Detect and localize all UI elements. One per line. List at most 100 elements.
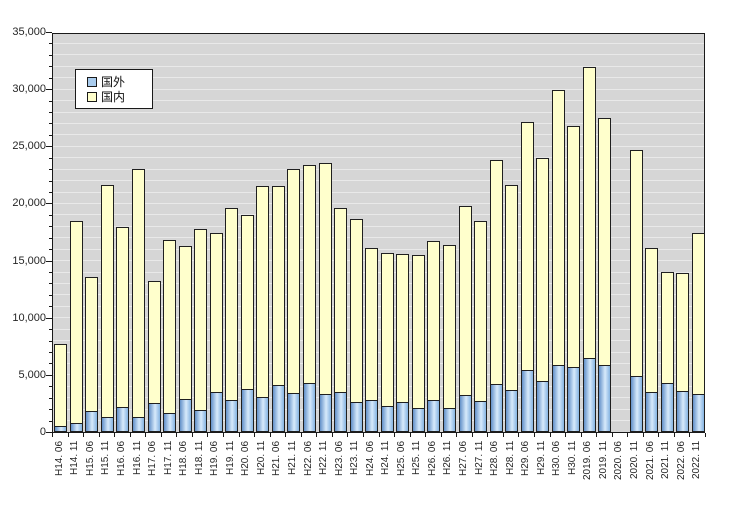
bar-2020-11[interactable] — [629, 149, 643, 432]
bar-segment-domestic[interactable] — [365, 248, 379, 400]
bar-segment-domestic[interactable] — [240, 214, 254, 389]
bar-segment-domestic[interactable] — [54, 344, 68, 427]
bar-segment-domestic[interactable] — [598, 117, 612, 365]
bar-segment-overseas[interactable] — [505, 389, 519, 432]
bar-2022-06[interactable] — [676, 273, 690, 432]
bar-segment-overseas[interactable] — [132, 417, 145, 432]
bar-segment-domestic[interactable] — [676, 273, 690, 391]
bar-segment-overseas[interactable] — [427, 400, 441, 432]
bar-segment-overseas[interactable] — [660, 382, 674, 432]
bar-segment-domestic[interactable] — [271, 186, 285, 386]
bar-H25-06[interactable] — [396, 253, 410, 432]
bar-segment-domestic[interactable] — [132, 169, 145, 418]
bar-H17-11[interactable] — [163, 240, 177, 432]
bar-segment-domestic[interactable] — [474, 220, 488, 402]
bar-H17-06[interactable] — [147, 281, 161, 432]
bar-segment-overseas[interactable] — [536, 380, 550, 432]
bar-segment-overseas[interactable] — [54, 426, 68, 432]
bar-segment-domestic[interactable] — [427, 241, 441, 400]
bar-segment-overseas[interactable] — [100, 417, 114, 432]
bar-segment-domestic[interactable] — [194, 228, 208, 411]
bar-H30-06[interactable] — [551, 90, 565, 432]
bar-segment-overseas[interactable] — [365, 400, 379, 432]
bar-segment-overseas[interactable] — [645, 392, 659, 432]
bar-H28-11[interactable] — [505, 185, 519, 432]
bar-H29-06[interactable] — [520, 122, 534, 432]
bar-segment-domestic[interactable] — [116, 227, 130, 407]
bar-segment-domestic[interactable] — [442, 244, 456, 408]
bar-segment-overseas[interactable] — [474, 401, 488, 432]
bar-segment-overseas[interactable] — [163, 412, 177, 432]
bar-segment-overseas[interactable] — [582, 357, 596, 432]
bar-segment-overseas[interactable] — [442, 408, 456, 432]
bar-segment-domestic[interactable] — [334, 208, 348, 392]
bar-segment-domestic[interactable] — [411, 254, 425, 408]
bar-segment-overseas[interactable] — [85, 411, 99, 432]
bar-H20-11[interactable] — [256, 186, 270, 432]
bar-segment-domestic[interactable] — [256, 186, 270, 397]
bar-segment-overseas[interactable] — [691, 394, 705, 432]
bar-H21-06[interactable] — [271, 186, 285, 432]
bar-segment-overseas[interactable] — [567, 366, 581, 432]
bar-2019-06[interactable] — [582, 67, 596, 432]
bar-segment-domestic[interactable] — [520, 122, 534, 371]
bar-H23-06[interactable] — [334, 208, 348, 432]
bar-segment-overseas[interactable] — [303, 382, 317, 432]
bar-segment-domestic[interactable] — [163, 240, 177, 413]
bar-segment-domestic[interactable] — [660, 272, 674, 383]
bar-segment-domestic[interactable] — [691, 233, 705, 395]
bar-segment-domestic[interactable] — [349, 219, 363, 403]
bar-segment-overseas[interactable] — [334, 392, 348, 432]
bar-segment-overseas[interactable] — [240, 388, 254, 432]
bar-H27-06[interactable] — [458, 205, 472, 432]
bar-2022-11[interactable] — [691, 233, 705, 432]
bar-segment-overseas[interactable] — [147, 403, 161, 432]
bar-segment-overseas[interactable] — [520, 370, 534, 432]
legend[interactable]: 国外 国内 — [75, 69, 153, 109]
bar-segment-overseas[interactable] — [225, 400, 239, 432]
bar-segment-domestic[interactable] — [303, 164, 317, 383]
bar-segment-overseas[interactable] — [318, 394, 332, 432]
bar-segment-overseas[interactable] — [271, 385, 285, 432]
bar-segment-overseas[interactable] — [69, 422, 83, 432]
bar-segment-overseas[interactable] — [629, 376, 643, 432]
bar-H28-06[interactable] — [489, 160, 503, 432]
bar-segment-domestic[interactable] — [505, 185, 519, 390]
legend-item-overseas[interactable]: 国外 — [87, 74, 152, 89]
bar-segment-overseas[interactable] — [489, 384, 503, 432]
bar-2021-06[interactable] — [645, 248, 659, 432]
bar-segment-domestic[interactable] — [645, 248, 659, 392]
bar-segment-domestic[interactable] — [489, 160, 503, 384]
bar-H23-11[interactable] — [349, 219, 363, 432]
bar-segment-domestic[interactable] — [629, 149, 643, 376]
bar-H19-06[interactable] — [209, 233, 223, 432]
bar-segment-domestic[interactable] — [551, 90, 565, 365]
bar-segment-overseas[interactable] — [551, 364, 565, 432]
bar-segment-overseas[interactable] — [676, 390, 690, 432]
bar-segment-overseas[interactable] — [598, 364, 612, 432]
bar-segment-overseas[interactable] — [256, 396, 270, 432]
bar-H14-11[interactable] — [69, 220, 83, 432]
bar-H26-06[interactable] — [427, 241, 441, 432]
bar-H24-11[interactable] — [380, 252, 394, 432]
bar-H19-11[interactable] — [225, 208, 239, 432]
bar-segment-domestic[interactable] — [209, 233, 223, 392]
bar-segment-overseas[interactable] — [411, 408, 425, 432]
bar-H30-11[interactable] — [567, 125, 581, 432]
bar-segment-domestic[interactable] — [536, 157, 550, 381]
bar-H15-11[interactable] — [100, 185, 114, 432]
bar-segment-domestic[interactable] — [100, 185, 114, 418]
bar-segment-overseas[interactable] — [178, 398, 192, 432]
bar-segment-overseas[interactable] — [396, 402, 410, 432]
bar-segment-overseas[interactable] — [349, 402, 363, 432]
bar-H25-11[interactable] — [411, 254, 425, 432]
bar-H18-11[interactable] — [194, 228, 208, 432]
bar-segment-overseas[interactable] — [116, 406, 130, 432]
bar-segment-domestic[interactable] — [582, 67, 596, 358]
bar-segment-domestic[interactable] — [69, 220, 83, 423]
bar-H24-06[interactable] — [365, 248, 379, 432]
bar-H18-06[interactable] — [178, 245, 192, 432]
bar-H27-11[interactable] — [474, 220, 488, 432]
bar-H14-06[interactable] — [54, 344, 68, 432]
bar-segment-overseas[interactable] — [194, 410, 208, 432]
